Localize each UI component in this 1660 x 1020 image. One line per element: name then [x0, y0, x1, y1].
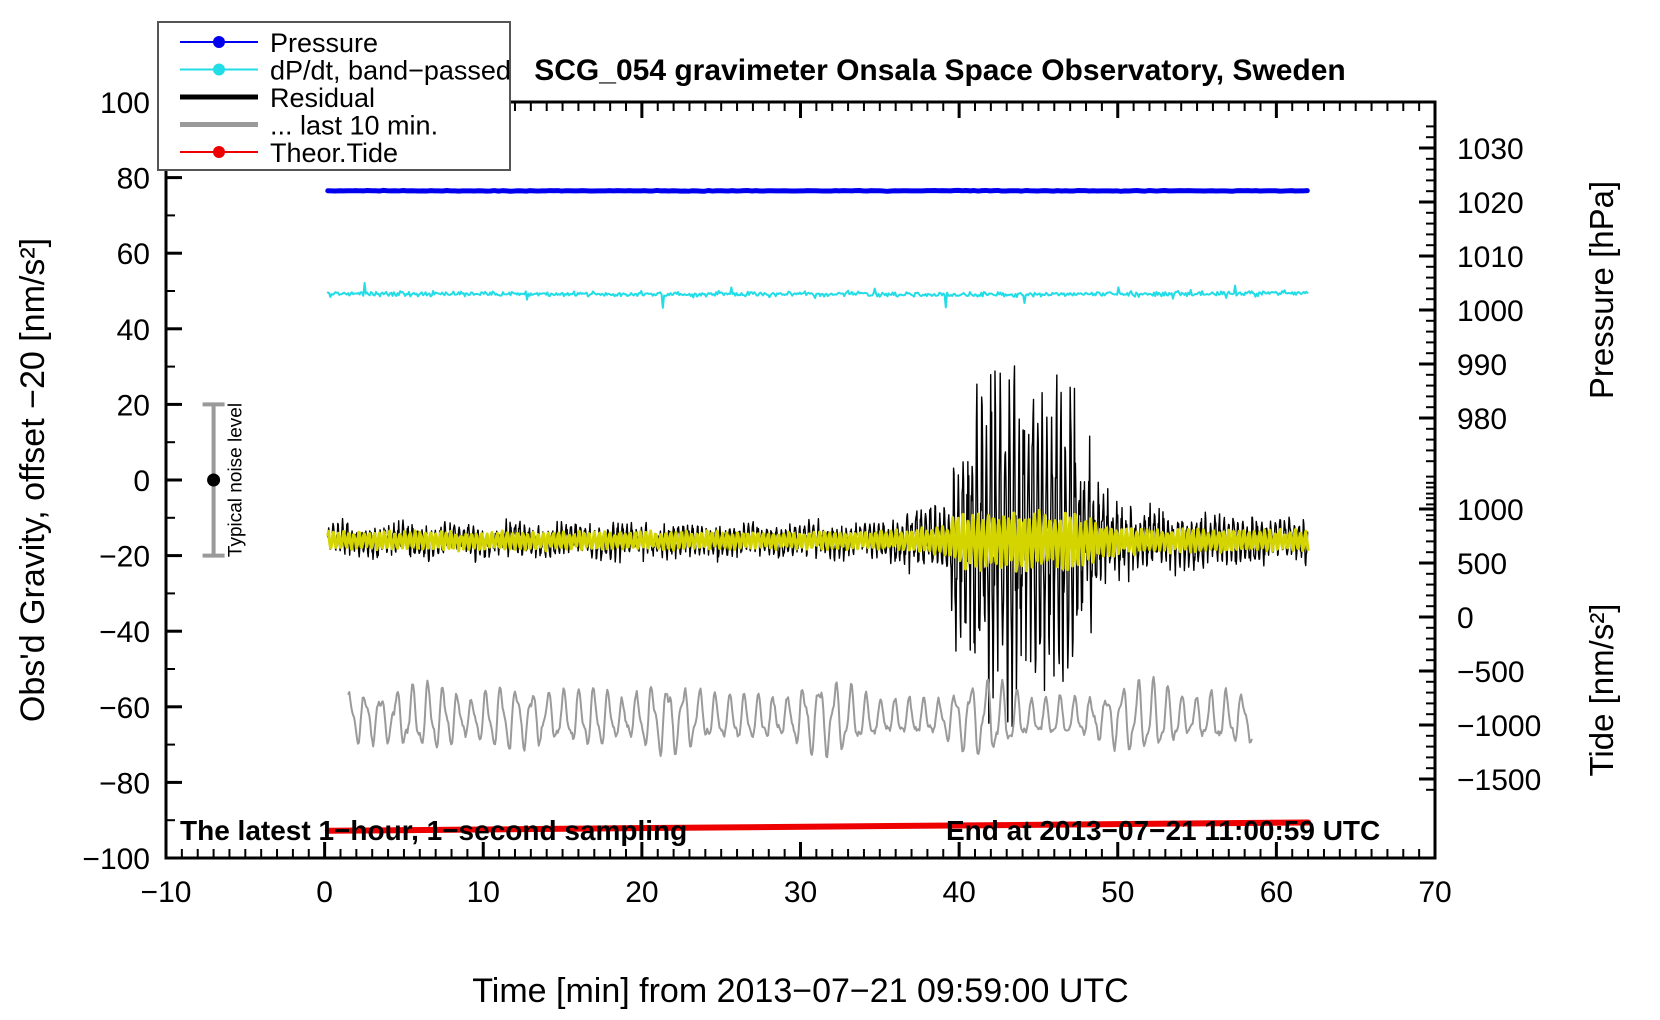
x-tick-label: 30	[784, 876, 817, 909]
x-tick-label: 50	[1101, 876, 1134, 909]
series-theor-tide	[324, 819, 1312, 834]
x-tick-label: −10	[141, 876, 192, 909]
legend-label-2: Residual	[270, 83, 375, 113]
y-left-tick-label: −60	[99, 692, 150, 725]
legend-label-0: Pressure	[270, 28, 378, 58]
y-right-pressure-tick-label: 990	[1457, 349, 1507, 382]
plot-title: SCG_054 gravimeter Onsala Space Observat…	[534, 54, 1346, 87]
y-right-tide-tick-label: −1000	[1457, 710, 1541, 743]
y-left-tick-label: −40	[99, 616, 150, 649]
y-left-tick-label: 40	[117, 314, 150, 347]
y-right-tide-tick-label: −1500	[1457, 764, 1541, 797]
series-residual-overlay	[326, 508, 1310, 573]
y-left-tick-label: −80	[99, 767, 150, 800]
x-tick-label: 70	[1418, 876, 1451, 909]
noise-level-label: Typical noise level	[226, 403, 247, 557]
series-dpdt	[326, 282, 1309, 309]
annotation-bottom-right: End at 2013−07−21 11:00:59 UTC	[946, 815, 1380, 846]
y-right-pressure-tick-label: 1000	[1457, 295, 1524, 328]
y-right-pressure-axis-label: Pressure [hPa]	[1583, 181, 1620, 399]
y-left-tick-label: −100	[82, 843, 150, 876]
y-right-tide-tick-label: 500	[1457, 548, 1507, 581]
plot-frame	[164, 100, 1437, 860]
y-left-tick-label: −20	[99, 541, 150, 574]
y-right-tide-tick-label: −500	[1457, 656, 1525, 689]
x-tick-label: 60	[1260, 876, 1293, 909]
y-right-pressure-tick-label: 980	[1457, 403, 1507, 436]
series-pressure	[325, 187, 1310, 194]
y-right-pressure-tick-label: 1010	[1457, 241, 1524, 274]
x-tick-label: 20	[625, 876, 658, 909]
x-tick-label: 10	[467, 876, 500, 909]
x-axis-label: Time [min] from 2013−07−21 09:59:00 UTC	[472, 972, 1128, 1010]
legend-marker-1	[213, 63, 225, 76]
legend-marker-4	[213, 146, 225, 158]
legend-label-1: dP/dt, band−passed	[270, 56, 511, 86]
y-left-tick-label: 100	[100, 87, 150, 120]
x-tick-label: 40	[942, 876, 975, 909]
y-right-tide-tick-label: 1000	[1457, 494, 1524, 527]
noise-center-dot	[207, 473, 221, 487]
legend-marker-0	[213, 36, 225, 48]
x-tick-label: 0	[316, 876, 333, 909]
y-left-axis-label: Obs'd Gravity, offset −20 [nm/s²]	[14, 238, 52, 722]
y-right-pressure-tick-label: 1020	[1457, 187, 1524, 220]
y-left-tick-label: 80	[117, 163, 150, 196]
y-left-tick-label: 60	[117, 238, 150, 271]
y-right-tide-tick-label: 0	[1457, 602, 1474, 635]
legend-label-3: ... last 10 min.	[270, 111, 438, 141]
legend-label-4: Theor.Tide	[270, 138, 398, 168]
y-left-tick-label: 0	[133, 465, 150, 498]
y-right-pressure-tick-label: 1030	[1457, 133, 1524, 166]
annotation-bottom-left: The latest 1−hour, 1−second sampling	[180, 815, 687, 846]
y-left-tick-label: 20	[117, 389, 150, 422]
y-right-tide-axis-label: Tide [nm/s²]	[1583, 604, 1620, 777]
series-last-10-min	[347, 675, 1253, 759]
